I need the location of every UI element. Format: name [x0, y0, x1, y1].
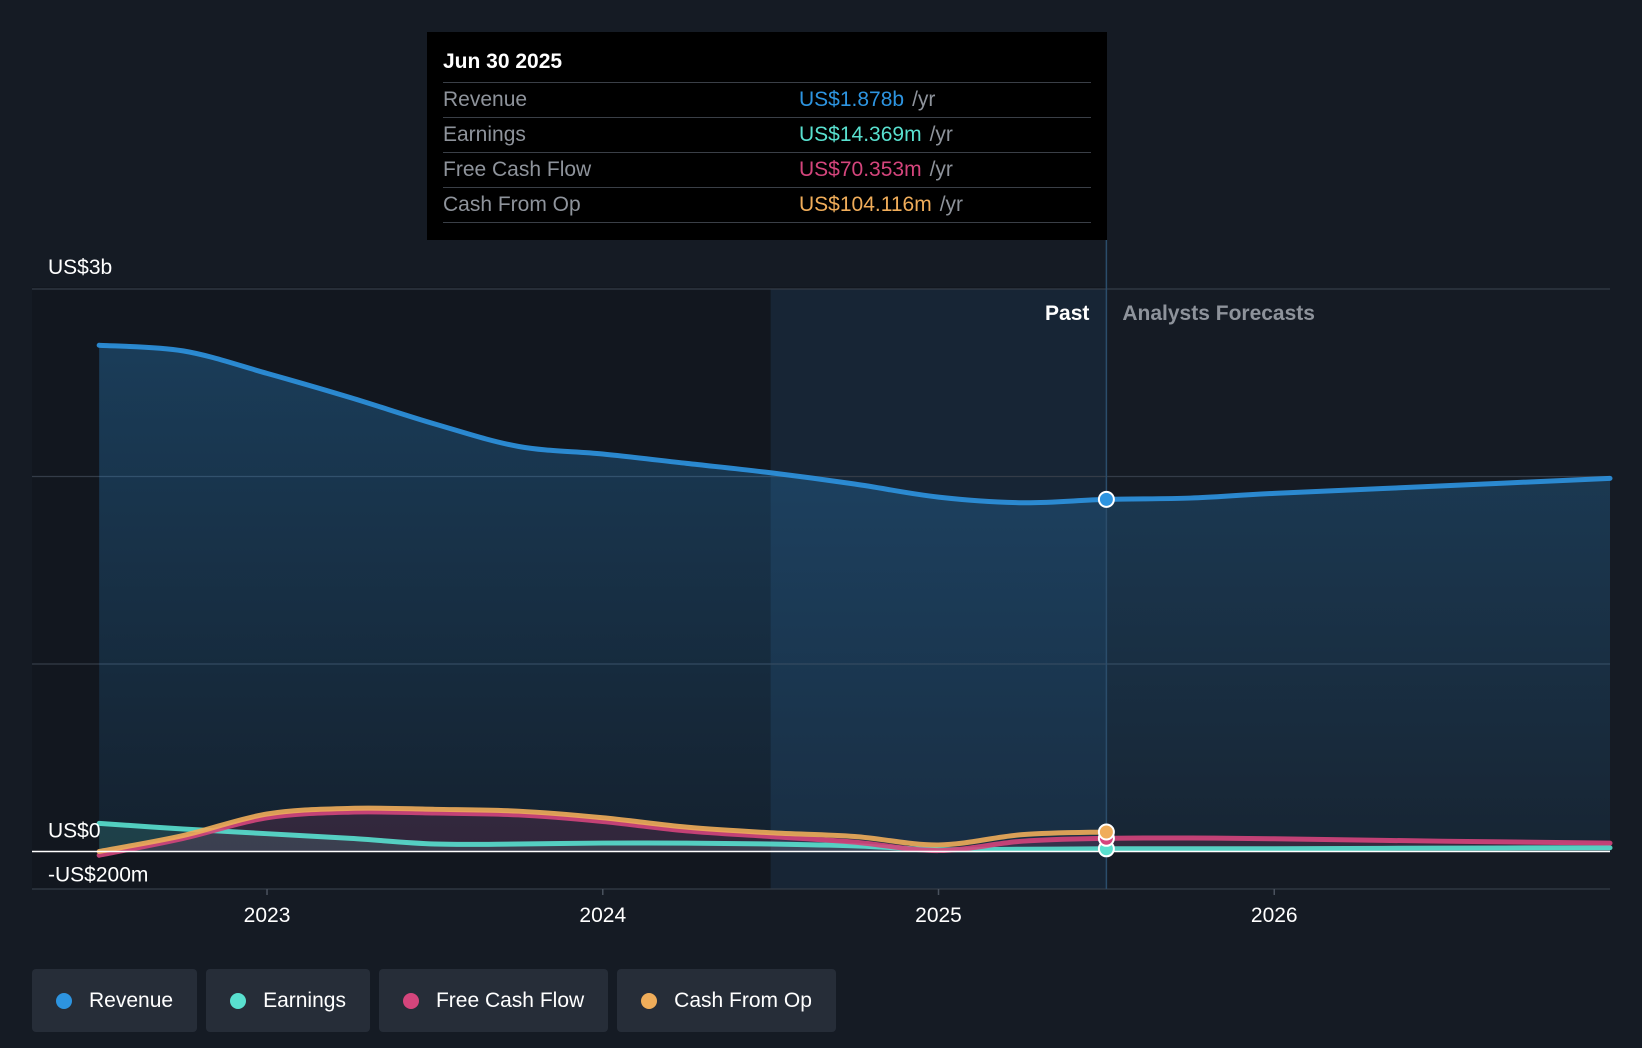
past-label: Past: [1045, 302, 1089, 325]
tooltip-value: US$70.353m: [799, 158, 922, 181]
legend-label: Earnings: [263, 988, 346, 1012]
x-axis-labels: 2023 2024 2025 2026: [244, 889, 1298, 927]
cash-from-op-marker: [1097, 823, 1115, 841]
free-cash-flow-line: [96, 809, 1613, 858]
legend-item-cash-from-op[interactable]: Cash From Op: [617, 969, 836, 1032]
revenue-marker: [1097, 490, 1115, 508]
tooltip-label: Revenue: [443, 88, 528, 111]
legend-item-revenue[interactable]: Revenue: [32, 969, 198, 1032]
tooltip-row-earnings: Earnings US$14.369m /yr: [443, 117, 1091, 152]
legend-dot-icon: [402, 992, 419, 1009]
legend-label: Free Cash Flow: [435, 988, 585, 1012]
y-tick-label: -US$200m: [48, 864, 148, 887]
tooltip-date: Jun 30 2025: [443, 50, 563, 73]
tooltip-unit: /yr: [929, 158, 953, 181]
series-markers: [1097, 490, 1115, 858]
legend-item-free-cash-flow[interactable]: Free Cash Flow: [378, 969, 609, 1032]
legend: Revenue Earnings Free Cash Flow Cash Fro…: [32, 969, 836, 1032]
forecast-label: Analysts Forecasts: [1122, 302, 1315, 325]
legend-dot-icon: [641, 992, 658, 1009]
revenue-line: [96, 342, 1613, 506]
tooltip-row-revenue: Revenue US$1.878b /yr: [443, 82, 1091, 117]
tooltip-value: US$104.116m: [799, 193, 932, 216]
legend-item-earnings[interactable]: Earnings: [206, 969, 370, 1032]
tooltip: Jun 30 2025 Revenue US$1.878b /yr Earnin…: [427, 32, 1107, 240]
tooltip-label: Free Cash Flow: [443, 158, 592, 181]
revenue-area: [99, 345, 1611, 852]
tooltip-row-cash-from-op: Cash From Op US$104.116m /yr: [443, 187, 1091, 223]
earnings-line: [96, 820, 1613, 853]
tooltip-unit: /yr: [939, 193, 964, 216]
y-tick-label: US$0: [48, 820, 101, 843]
y-tick-label: US$3b: [48, 256, 112, 279]
legend-label: Cash From Op: [674, 988, 812, 1012]
tooltip-unit: /yr: [912, 88, 936, 111]
tooltip-value: US$1.878b: [799, 88, 905, 111]
y-axis-labels: US$3b US$0 -US$200m: [48, 256, 148, 887]
legend-dot-icon: [56, 992, 72, 1009]
series-lines: [96, 342, 1613, 858]
tooltip-row-free-cash-flow: Free Cash Flow US$70.353m /yr: [443, 152, 1091, 187]
legend-dot-icon: [230, 992, 247, 1009]
cash-from-op-line: [96, 805, 1109, 854]
legend-label: Revenue: [89, 988, 174, 1012]
tooltip-value: US$14.369m: [799, 123, 922, 146]
tooltip-unit: /yr: [929, 123, 953, 146]
tooltip-label: Earnings: [443, 123, 526, 146]
x-tick-label: 2025: [915, 904, 962, 927]
x-tick-label: 2023: [244, 904, 291, 927]
x-tick-label: 2026: [1251, 904, 1298, 927]
tooltip-label: Cash From Op: [443, 193, 581, 216]
x-tick-label: 2024: [579, 904, 626, 927]
